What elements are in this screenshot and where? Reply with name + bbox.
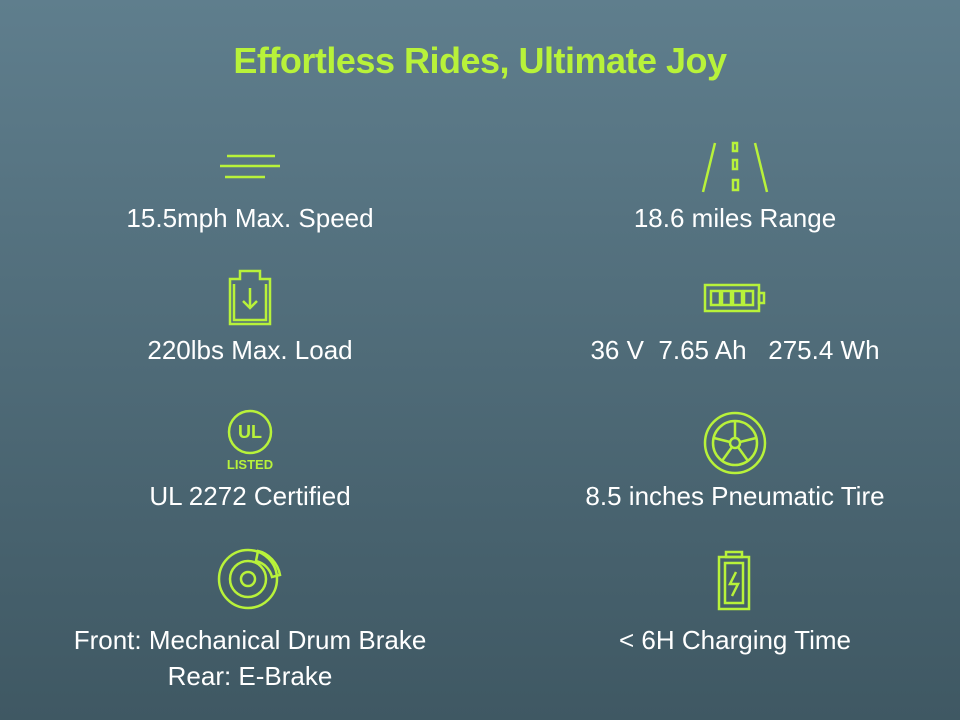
tire-icon (703, 411, 767, 475)
road-icon (701, 141, 769, 193)
feature-label: 8.5 inches Pneumatic Tire (585, 481, 885, 511)
title: Effortless Rides, Ultimate Joy (233, 40, 727, 81)
ul-icon: UL LISTED (227, 409, 273, 472)
ul-badge: LISTED (227, 457, 273, 472)
feature-label: Rear: E-Brake (167, 661, 333, 691)
feature-label: 36 V 7.65 Ah 275.4 Wh (590, 335, 880, 365)
feature-label: < 6H Charging Time (619, 625, 851, 655)
speed-icon (220, 154, 280, 179)
feature-label: 18.6 miles Range (633, 203, 837, 233)
brake-icon (217, 548, 282, 610)
svg-text:UL: UL (238, 422, 262, 442)
battery-icon (703, 283, 766, 313)
feature-label: Front: Mechanical Drum Brake (73, 625, 427, 655)
charge-icon (717, 550, 751, 611)
load-icon (228, 269, 272, 326)
feature-label: 220lbs Max. Load (147, 335, 353, 365)
feature-label: 15.5mph Max. Speed (126, 203, 374, 233)
feature-label: UL 2272 Certified (149, 481, 351, 511)
